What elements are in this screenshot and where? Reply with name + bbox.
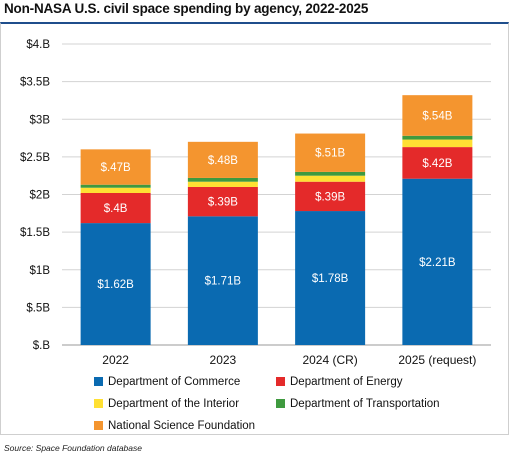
- bar-segment: [80, 149, 151, 185]
- bar-segment: [402, 147, 473, 179]
- data-label: $.39B: [208, 197, 238, 209]
- data-label: $.39B: [315, 191, 345, 203]
- legend-swatch: [94, 377, 103, 386]
- bar-segment: [402, 135, 473, 140]
- data-label: $.47B: [101, 162, 131, 174]
- bar-segment: [187, 186, 258, 217]
- legend-item: Department of the Interior: [94, 398, 239, 410]
- legend-item: Department of Energy: [276, 376, 403, 388]
- legend-label: Department of Commerce: [108, 376, 241, 388]
- legend-swatch: [276, 377, 285, 386]
- legend-item: Department of Transportation: [276, 398, 440, 410]
- bar-segment: [80, 192, 151, 224]
- y-tick-label: $3B: [30, 114, 51, 126]
- bar-segment: [402, 95, 473, 136]
- bar-segment: [187, 181, 258, 187]
- data-label: $1.78B: [312, 273, 349, 285]
- bar-segment: [80, 187, 151, 193]
- data-label: $1.62B: [97, 279, 134, 291]
- legend-label: National Science Foundation: [108, 420, 256, 432]
- legend-label: Department of Transportation: [290, 398, 440, 410]
- y-tick-label: $1.5B: [20, 227, 50, 239]
- bar-segment: [187, 216, 258, 345]
- y-tick-label: $1B: [30, 265, 51, 277]
- data-label: $1.71B: [205, 276, 242, 288]
- bar-segment: [187, 177, 258, 182]
- legend-item: Department of Commerce: [94, 376, 240, 388]
- legend-swatch: [94, 421, 103, 430]
- data-label: $2.21B: [419, 257, 456, 269]
- bar-segment: [295, 133, 366, 172]
- y-tick-label: $.5B: [26, 302, 50, 314]
- legend-swatch: [276, 399, 285, 408]
- legend-label: Department of the Interior: [108, 398, 240, 410]
- legend-label: Department of Energy: [290, 376, 403, 388]
- y-tick-label: $2B: [30, 190, 51, 202]
- x-tick-label: 2024 (CR): [302, 353, 357, 367]
- bar-segment: [80, 223, 151, 345]
- chart-title: Non-NASA U.S. civil space spending by ag…: [4, 1, 369, 16]
- x-tick-label: 2025 (request): [398, 353, 476, 367]
- bar-segment: [187, 141, 258, 178]
- bar-segment: [402, 178, 473, 345]
- data-label: $.48B: [208, 155, 238, 167]
- bar-segment: [295, 211, 366, 345]
- bar-segment: [295, 171, 366, 176]
- y-tick-label: $4.B: [26, 39, 50, 51]
- bar-segment: [80, 184, 151, 188]
- x-tick-label: 2022: [102, 353, 129, 367]
- y-tick-label: $3.5B: [20, 77, 50, 89]
- y-tick-label: $.B: [33, 340, 51, 352]
- legend-item: National Science Foundation: [94, 420, 255, 432]
- stacked-bar-chart: $.B $.5B $1B $1.5B $2B $2.5B $3B $3.5B $4.B $1.62…: [20, 39, 491, 367]
- data-label: $.51B: [315, 148, 345, 160]
- source-note: Source: Space Foundation database: [4, 443, 142, 453]
- bar-segment: [295, 181, 366, 212]
- bar-segment: [402, 139, 473, 148]
- y-tick-label: $2.5B: [20, 152, 50, 164]
- x-tick-label: 2023: [210, 353, 237, 367]
- bar-segment: [295, 175, 366, 182]
- legend-swatch: [94, 399, 103, 408]
- chart-frame: [0, 22, 509, 435]
- data-label: $.4B: [104, 203, 128, 215]
- data-label: $.42B: [422, 158, 452, 170]
- data-label: $.54B: [422, 110, 452, 122]
